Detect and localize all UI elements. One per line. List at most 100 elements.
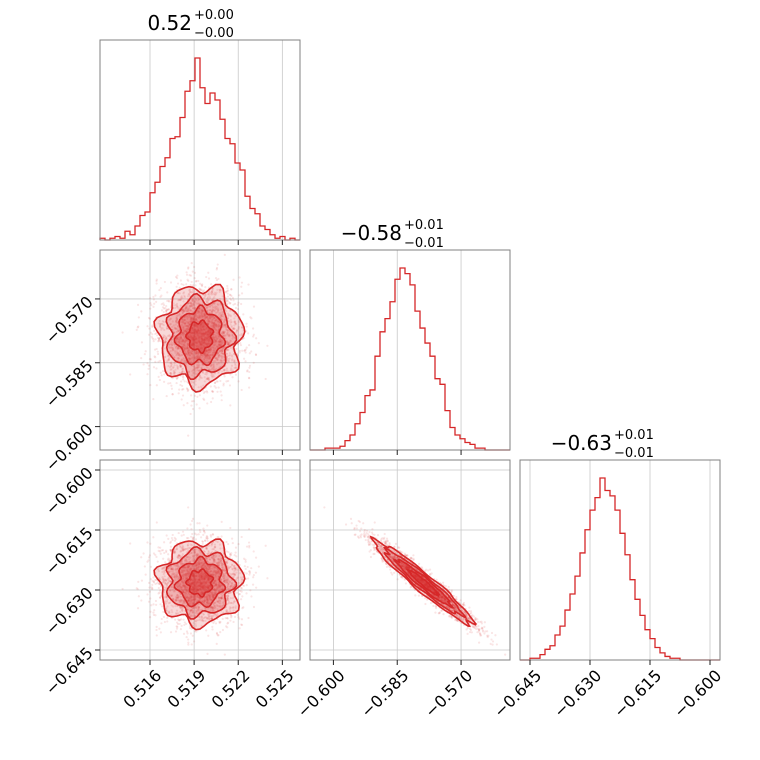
sample-point bbox=[203, 328, 206, 332]
sample-point bbox=[225, 299, 228, 302]
sample-point bbox=[216, 311, 219, 314]
sample-point bbox=[198, 562, 201, 566]
sample-point bbox=[175, 364, 178, 367]
sample-point bbox=[203, 596, 206, 599]
sample-point bbox=[195, 568, 198, 571]
sample-point bbox=[204, 316, 207, 319]
sample-point bbox=[146, 373, 149, 376]
sample-point bbox=[218, 290, 221, 293]
sample-point bbox=[170, 365, 173, 368]
sample-point bbox=[192, 330, 195, 333]
sample-point bbox=[230, 294, 233, 298]
sample-point bbox=[182, 585, 186, 588]
sample-point bbox=[205, 343, 209, 346]
sample-point bbox=[182, 573, 185, 576]
sample-point bbox=[220, 597, 223, 600]
sample-point bbox=[218, 353, 221, 357]
sample-point bbox=[213, 327, 216, 330]
sample-point bbox=[233, 567, 236, 570]
sample-point bbox=[190, 302, 193, 305]
sample-point bbox=[192, 587, 195, 590]
sample-point bbox=[178, 587, 181, 591]
sample-point bbox=[207, 598, 211, 601]
sample-point bbox=[213, 604, 216, 608]
sample-point bbox=[216, 573, 219, 576]
sample-point bbox=[163, 566, 166, 569]
sample-point bbox=[208, 319, 211, 323]
sample-point bbox=[214, 545, 217, 548]
sample-point bbox=[176, 337, 179, 340]
sample-point bbox=[223, 324, 226, 328]
sample-point bbox=[155, 603, 158, 606]
sample-point bbox=[200, 575, 203, 578]
sample-point bbox=[206, 329, 209, 332]
sample-point bbox=[178, 313, 181, 316]
sample-point bbox=[162, 567, 165, 570]
sample-point bbox=[217, 605, 220, 608]
sample-point bbox=[186, 596, 189, 599]
sample-point bbox=[177, 357, 180, 360]
sample-point bbox=[177, 565, 180, 568]
sample-point bbox=[171, 573, 174, 576]
sample-point bbox=[206, 300, 209, 303]
sample-point bbox=[217, 343, 220, 347]
sample-point bbox=[175, 381, 178, 385]
sample-point bbox=[177, 357, 180, 360]
sample-point bbox=[211, 625, 214, 628]
sample-point bbox=[204, 353, 207, 356]
sample-point bbox=[164, 341, 167, 344]
sample-point bbox=[214, 340, 217, 343]
sample-point bbox=[193, 276, 196, 280]
sample-point bbox=[191, 349, 194, 353]
sample-point bbox=[183, 322, 186, 325]
sample-point bbox=[199, 585, 202, 589]
sample-point bbox=[222, 321, 225, 324]
sample-point bbox=[208, 296, 212, 299]
sample-point bbox=[217, 370, 220, 374]
sample-point bbox=[211, 318, 215, 321]
sample-point bbox=[208, 348, 211, 352]
panel-0-0: 0.52 +0.00−0.00 bbox=[99, 8, 301, 241]
sample-point bbox=[198, 577, 202, 580]
sample-point bbox=[167, 308, 170, 311]
sample-point bbox=[163, 380, 166, 383]
sample-point bbox=[234, 323, 237, 326]
sample-point bbox=[245, 592, 248, 595]
sample-point bbox=[186, 596, 189, 599]
sample-point bbox=[163, 341, 166, 344]
sample-point bbox=[191, 326, 194, 329]
sample-point bbox=[213, 593, 217, 596]
sample-point bbox=[208, 593, 211, 596]
sample-point bbox=[176, 365, 179, 368]
sample-point bbox=[194, 565, 197, 568]
sample-point bbox=[224, 323, 227, 326]
sample-point bbox=[195, 585, 198, 588]
sample-point bbox=[207, 312, 211, 315]
sample-point bbox=[185, 271, 188, 274]
sample-point bbox=[185, 635, 188, 639]
sample-point bbox=[228, 302, 231, 305]
sample-point bbox=[196, 563, 200, 566]
sample-point bbox=[170, 343, 174, 346]
sample-point bbox=[211, 594, 214, 597]
sample-point bbox=[237, 320, 241, 323]
sample-point bbox=[211, 571, 215, 574]
sample-point bbox=[213, 588, 216, 591]
sample-point bbox=[206, 357, 210, 360]
sample-point bbox=[218, 340, 221, 343]
sample-point bbox=[185, 568, 188, 571]
sample-point bbox=[203, 599, 206, 602]
sample-point bbox=[200, 337, 204, 340]
sample-point bbox=[195, 563, 198, 567]
sample-point bbox=[209, 364, 212, 367]
sample-point bbox=[172, 590, 175, 593]
sample-point bbox=[240, 388, 243, 392]
sample-point bbox=[176, 351, 180, 354]
sample-point bbox=[187, 566, 190, 569]
sample-point bbox=[163, 571, 166, 574]
sample-point bbox=[212, 345, 215, 348]
sample-point bbox=[163, 569, 166, 572]
sample-point bbox=[245, 330, 248, 333]
sample-point bbox=[189, 318, 192, 322]
sample-point bbox=[200, 288, 203, 291]
